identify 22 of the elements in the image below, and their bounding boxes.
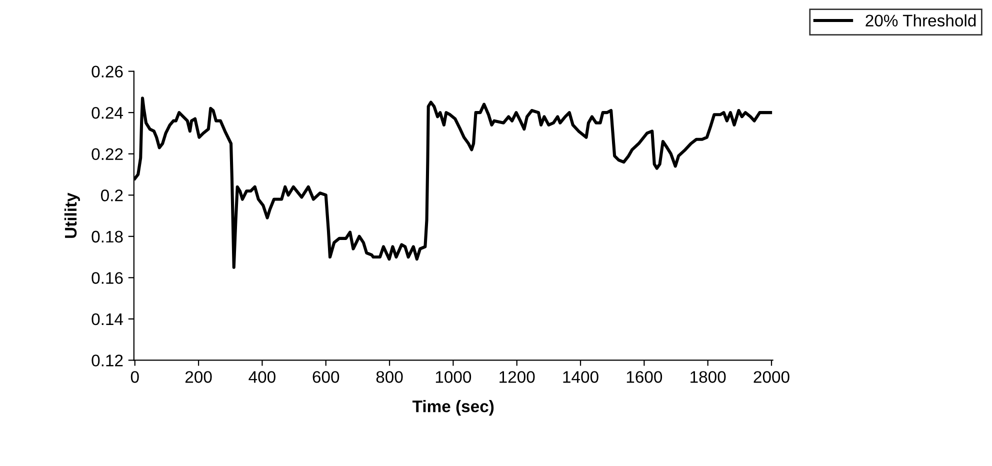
x-tick-label: 1800 xyxy=(690,371,726,383)
y-tick-label: 0.26 xyxy=(92,66,123,78)
x-tick-label: 2000 xyxy=(754,371,790,383)
y-axis-title: Utility xyxy=(64,192,80,238)
x-tick-label: 800 xyxy=(376,371,403,383)
x-tick-label: 0 xyxy=(130,371,139,383)
x-axis-title: Time (sec) xyxy=(412,400,494,416)
y-tick-label: 0.22 xyxy=(92,148,123,160)
x-tick-label: 1600 xyxy=(626,371,662,383)
x-tick-label: 400 xyxy=(248,371,276,383)
y-tick-label: 0.14 xyxy=(92,313,124,326)
y-tick-label: 0.16 xyxy=(92,272,123,284)
y-tick-label: 0.18 xyxy=(92,230,123,243)
y-tick-label: 0.12 xyxy=(92,354,123,366)
x-tick-label: 1000 xyxy=(436,371,472,383)
x-tick-label: 200 xyxy=(185,371,212,383)
x-tick-label: 600 xyxy=(312,371,340,383)
x-tick-label: 1200 xyxy=(500,371,535,383)
y-tick-label: 0.24 xyxy=(92,106,124,119)
y-tick-label: 0.2 xyxy=(100,190,123,202)
legend-label: 20% Threshold xyxy=(866,14,976,27)
x-tick-label: 1400 xyxy=(563,371,598,383)
